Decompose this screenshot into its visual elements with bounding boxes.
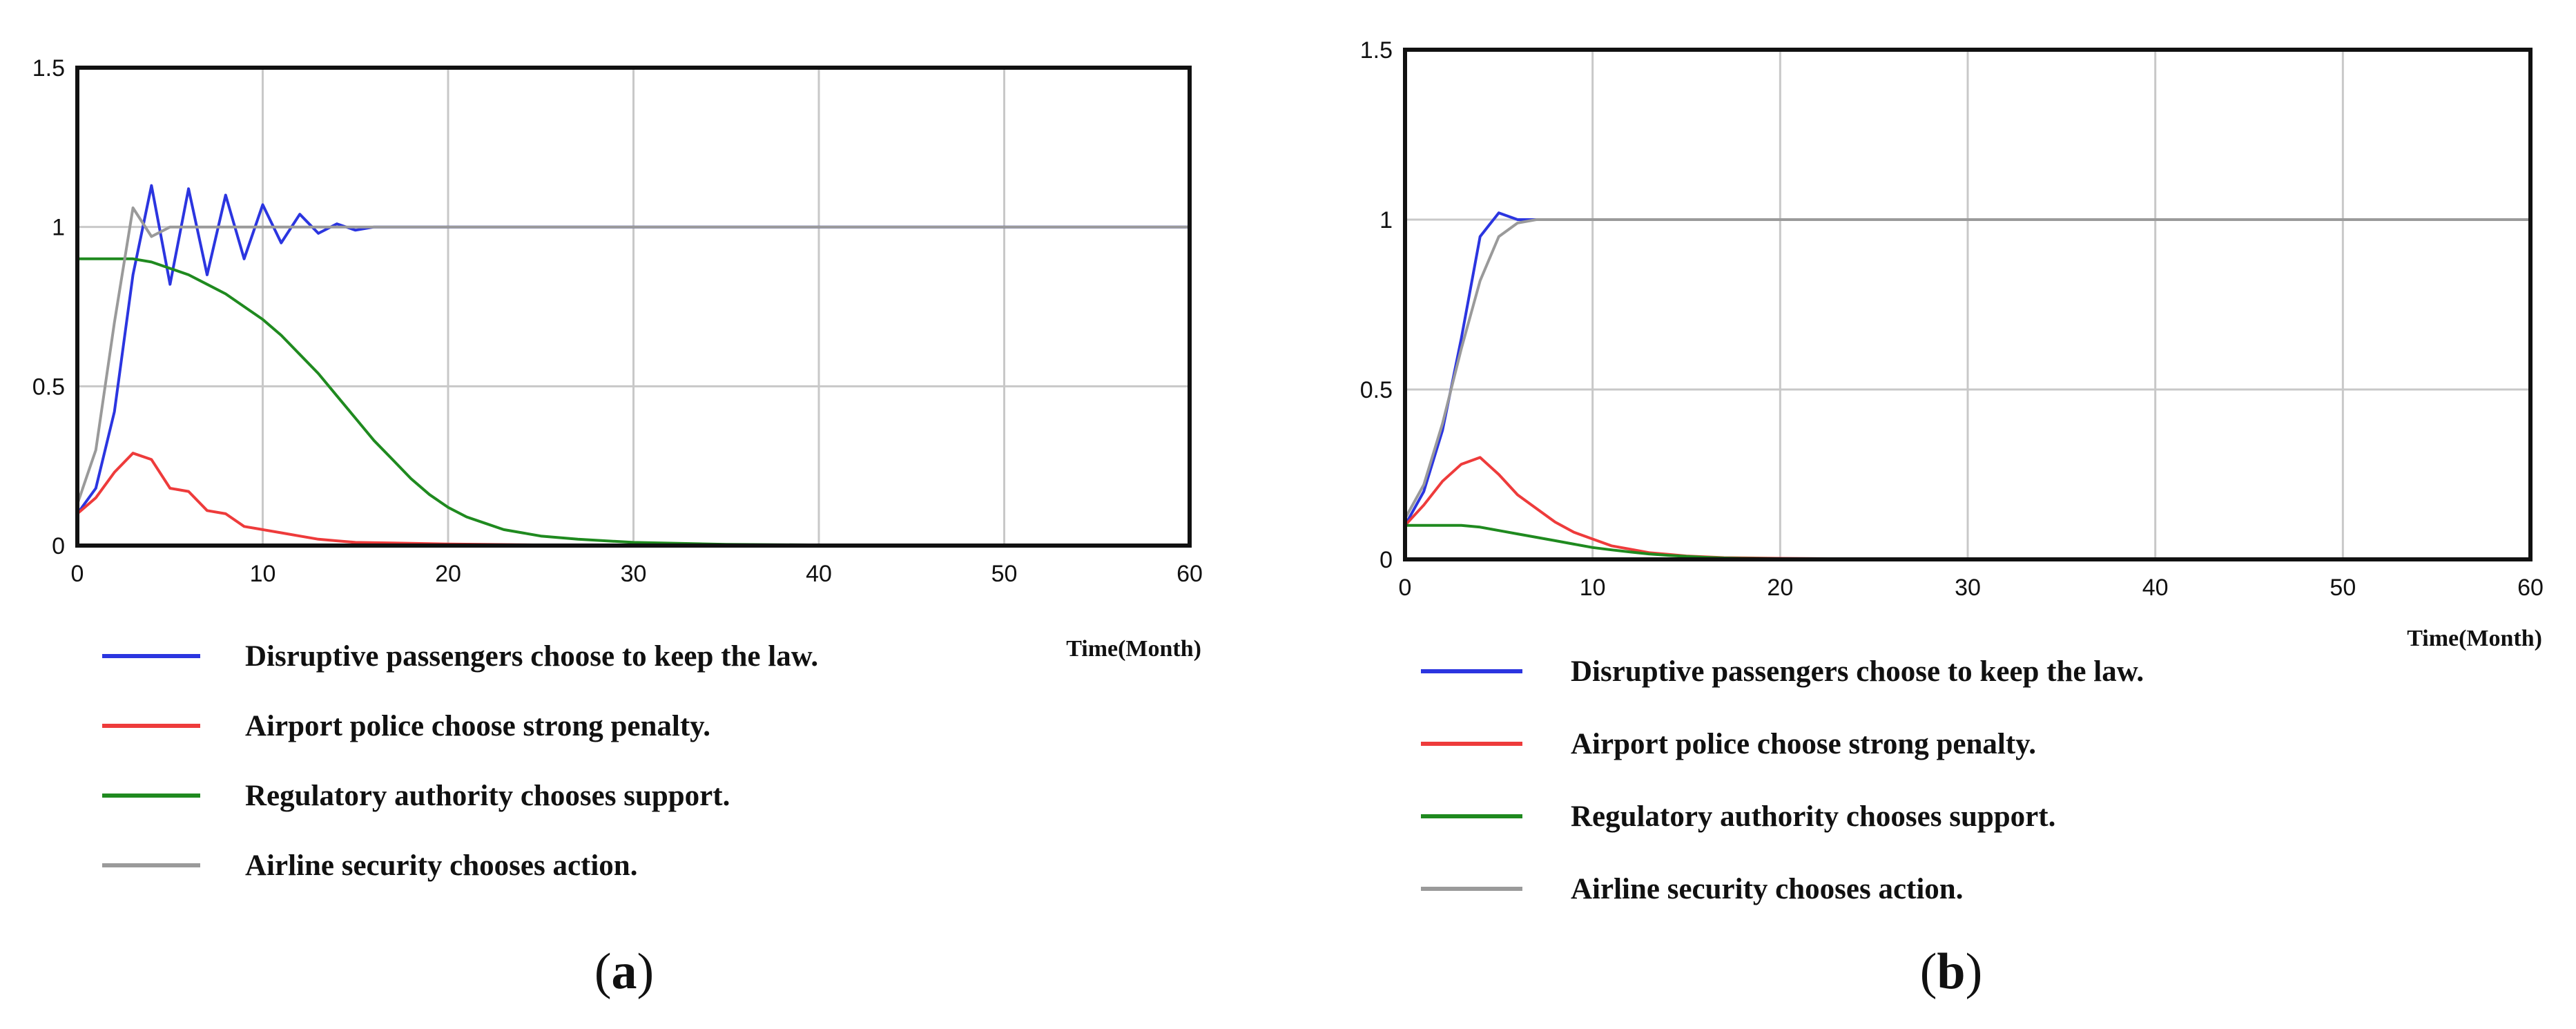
a-y-tick-label: 1 — [52, 215, 65, 241]
panel-label-a: (a) — [594, 943, 655, 1000]
a-x-tick-label: 20 — [435, 561, 461, 587]
a-series-line-3 — [76, 206, 1190, 505]
b-x-tick-label: 60 — [2517, 575, 2544, 601]
b-legend-label-0: Disruptive passengers choose to keep the… — [1571, 655, 2144, 688]
b-x-tick-label: 10 — [1580, 575, 1606, 601]
a-legend-label-0: Disruptive passengers choose to keep the… — [245, 640, 818, 673]
a-x-tick-label: 30 — [621, 561, 647, 587]
a-x-axis-label: Time(Month) — [1066, 636, 1201, 662]
chart-panel-b: 0 10 20 30 40 50 60 0 0.5 1 1.5 Time(Month) Disrupti… — [1284, 0, 2576, 1029]
b-x-tick-label: 50 — [2330, 575, 2356, 601]
a-plot-frame — [75, 66, 1192, 548]
b-y-tick-label: 0 — [1379, 547, 1393, 573]
a-legend-label-2: Regulatory authority chooses support. — [245, 780, 730, 812]
b-x-tick-label: 30 — [1955, 575, 1981, 601]
panel-label-b: (b) — [1919, 943, 1983, 1000]
b-y-tick-label: 1 — [1379, 207, 1393, 233]
b-legend-label-1: Airport police choose strong penalty. — [1571, 728, 2036, 760]
a-x-tick-label: 10 — [250, 561, 276, 587]
a-y-tick-label: 1.5 — [32, 55, 65, 81]
b-x-axis-label: Time(Month) — [2407, 626, 2542, 651]
b-y-tick-label: 1.5 — [1360, 37, 1393, 64]
a-x-tick-label: 40 — [806, 561, 832, 587]
b-x-tick-label: 20 — [1767, 575, 1793, 601]
a-legend-label-1: Airport police choose strong penalty. — [245, 710, 710, 742]
chart-a-svg: 0 10 20 30 40 50 60 0 0.5 1 1.5 Time(Month) Disrupti… — [32, 55, 1203, 882]
a-y-tick-label: 0 — [52, 533, 65, 559]
chart-b-svg: 0 10 20 30 40 50 60 0 0.5 1 1.5 Time(Month) Disrupti… — [1360, 37, 2544, 905]
b-y-tick-label: 0.5 — [1360, 377, 1393, 403]
a-legend-label-3: Airline security chooses action. — [245, 849, 637, 882]
a-y-tick-label: 0.5 — [32, 374, 65, 400]
chart-panel-a: 0 10 20 30 40 50 60 0 0.5 1 1.5 Time(Month) Disrupti… — [0, 0, 1284, 1029]
b-legend-label-2: Regulatory authority chooses support. — [1571, 800, 2055, 833]
b-x-tick-label: 40 — [2142, 575, 2169, 601]
panel-label-a-text: a — [611, 943, 637, 1000]
a-x-tick-label: 60 — [1176, 561, 1203, 587]
panel-label-b-text: b — [1937, 943, 1966, 1000]
a-x-tick-label: 0 — [71, 561, 84, 587]
b-x-tick-label: 0 — [1399, 575, 1412, 601]
b-legend-label-3: Airline security chooses action. — [1571, 873, 1963, 905]
a-series-line-2 — [77, 257, 1190, 547]
b-series-line-3 — [1404, 218, 2530, 519]
a-x-tick-label: 50 — [991, 561, 1018, 587]
b-plot-frame — [1403, 48, 2533, 561]
